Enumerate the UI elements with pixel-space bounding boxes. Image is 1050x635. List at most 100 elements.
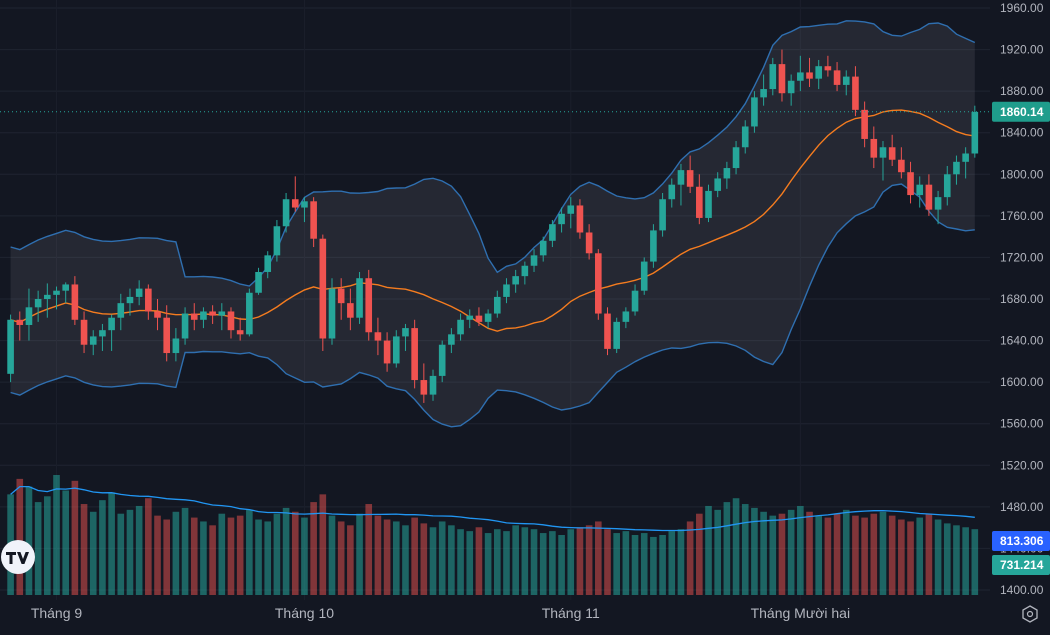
volume-bar — [337, 521, 345, 595]
candle-body — [301, 201, 308, 208]
volume-bar — [319, 494, 327, 595]
candle-body — [898, 159, 905, 173]
candle-body — [760, 89, 767, 98]
candle-body — [916, 184, 924, 196]
candle-body — [34, 299, 42, 308]
volume-bar — [613, 533, 620, 595]
volume-bar — [898, 519, 905, 595]
candle-body — [218, 311, 226, 316]
candle-body — [521, 265, 529, 277]
volume-bar — [411, 517, 418, 595]
volume-bar — [714, 509, 721, 595]
candle-body — [723, 168, 731, 179]
candle-body — [53, 290, 60, 295]
volume-bar — [705, 505, 712, 595]
time-tick-label: Tháng Mười hai — [751, 605, 850, 621]
volume-bar — [392, 521, 400, 595]
volume-bar — [347, 525, 354, 595]
candle-body — [44, 294, 51, 299]
bollinger-upper-line — [10, 20, 976, 287]
candle-body — [732, 147, 740, 169]
candle-body — [163, 317, 171, 354]
price-tick-label: 1960.00 — [1000, 1, 1044, 15]
volume-bar — [879, 511, 887, 595]
volume-bar — [815, 515, 823, 595]
candle-body — [640, 261, 648, 291]
volume-bar — [732, 498, 740, 595]
time-tick-label: Tháng 11 — [542, 605, 600, 621]
volume-bar — [466, 531, 474, 595]
candle-body — [282, 199, 290, 227]
volume-bar — [907, 521, 914, 595]
volume-bar — [640, 533, 648, 595]
volume-bar — [429, 527, 437, 595]
candle-body — [962, 153, 969, 162]
candle-body — [484, 313, 492, 322]
volume-bar — [145, 498, 152, 595]
candle-body — [347, 303, 354, 318]
candle-body — [861, 109, 868, 139]
volume-bar — [787, 509, 795, 595]
volume-bar — [163, 519, 171, 595]
tradingview-logo[interactable] — [1, 540, 35, 574]
volume-tag — [992, 531, 1050, 551]
volume-bar — [503, 531, 510, 595]
volume-bar — [852, 515, 859, 595]
volume-bar — [484, 533, 492, 595]
volume-bar — [530, 529, 538, 595]
candle-body — [769, 64, 777, 90]
volume-bar — [521, 527, 529, 595]
price-tick-label: 1480.00 — [1000, 500, 1044, 514]
time-tick-label: Tháng 10 — [275, 605, 334, 621]
settings-icon[interactable] — [1022, 605, 1038, 623]
candle-body — [145, 288, 152, 312]
candle-body — [328, 288, 336, 339]
candle-body — [273, 226, 281, 256]
settings-hex — [1022, 605, 1038, 623]
candle-body — [833, 70, 841, 85]
volume-bar — [135, 505, 143, 595]
volume-bar — [53, 475, 60, 595]
candle-body — [209, 311, 216, 316]
bollinger-band — [10, 20, 976, 428]
candle-body — [539, 240, 547, 256]
candle-body — [291, 199, 299, 208]
candle-body — [466, 315, 474, 320]
candle-body — [62, 284, 69, 291]
volume-bar — [659, 535, 666, 595]
price-axis[interactable]: 1960.00 1920.00 1880.00 1840.00 1800.00 1760.… — [992, 1, 1050, 597]
volume-bar — [209, 525, 216, 595]
volume-bar — [953, 525, 960, 595]
volume-bar — [833, 513, 841, 595]
volume-bar — [622, 531, 630, 595]
volume-bar — [934, 519, 942, 595]
volume-bar — [99, 500, 106, 595]
volume-bar — [512, 525, 519, 595]
candle-body — [953, 161, 960, 175]
candle-body — [714, 178, 721, 191]
volume-bar — [741, 504, 749, 595]
candle-body — [925, 184, 933, 210]
candle-body — [686, 170, 694, 187]
candle-body — [337, 288, 345, 304]
volume-bar — [89, 511, 97, 595]
candle-body — [7, 319, 14, 374]
candle-body — [870, 138, 878, 158]
volume-bar — [558, 535, 565, 595]
volume-bar — [448, 525, 455, 595]
candle-body — [622, 311, 630, 322]
candle-body — [907, 172, 914, 196]
candle-body — [448, 334, 455, 345]
candle-body — [797, 72, 804, 81]
candle-body — [227, 311, 235, 331]
volume-bar — [595, 521, 602, 595]
volume-bar — [227, 517, 235, 595]
volume-bar — [236, 515, 244, 595]
candle-body — [236, 330, 244, 335]
volume-bar — [916, 517, 924, 595]
candle-body — [200, 311, 207, 320]
candle-body — [613, 321, 620, 349]
volume-ma-line — [10, 485, 975, 532]
